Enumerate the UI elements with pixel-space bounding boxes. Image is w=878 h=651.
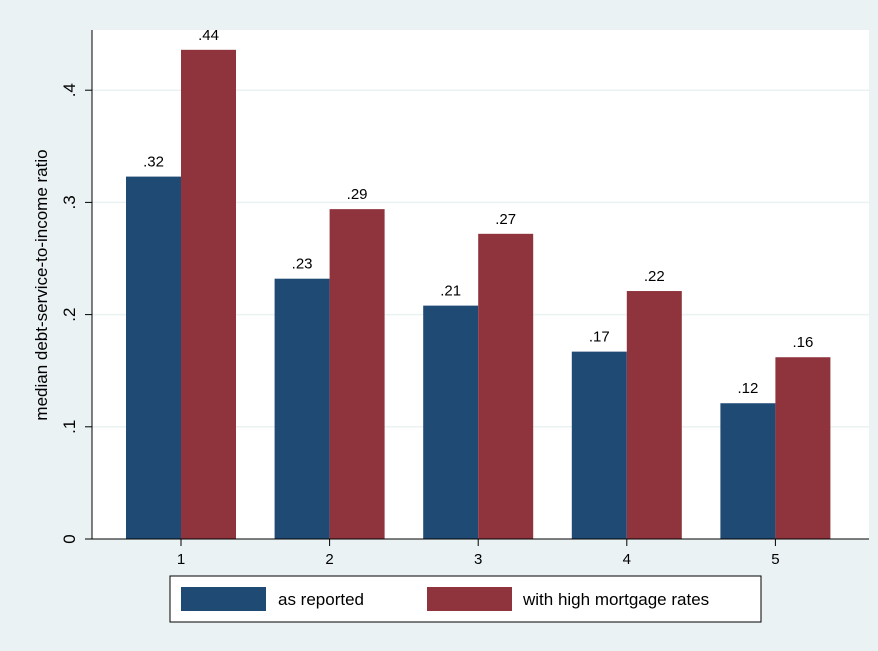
y-tick-label: .1 [60, 420, 79, 434]
x-tick-label: 5 [771, 551, 779, 568]
legend: as reported with high mortgage rates [169, 575, 762, 623]
x-tick-label: 2 [325, 551, 333, 568]
bar-high-mortgage-1 [181, 49, 236, 540]
y-tick-label: .2 [60, 308, 79, 322]
bar-value-label: .32 [143, 154, 164, 171]
bar-high-mortgage-4 [626, 291, 682, 539]
x-tick-label: 1 [177, 551, 185, 568]
bar-value-label: .27 [495, 211, 516, 228]
legend-label: as reported [278, 590, 364, 609]
legend-swatch [181, 587, 266, 611]
bar-value-label: .44 [198, 27, 219, 44]
bar-high-mortgage-3 [478, 233, 534, 540]
bar-value-label: .17 [589, 329, 610, 346]
bar-as-reported-4 [571, 351, 627, 539]
bar-value-label: .29 [347, 186, 368, 203]
bar-high-mortgage-2 [329, 209, 385, 539]
x-axis: 1 2 3 4 5 [92, 538, 869, 568]
bar-as-reported-5 [720, 403, 776, 539]
bar-value-label: .21 [440, 283, 461, 300]
y-axis-label: median debt-service-to-income ratio [32, 149, 51, 420]
bar-value-label: .12 [737, 380, 758, 397]
bar-high-mortgage-5 [775, 357, 831, 539]
bars [126, 49, 831, 540]
bar-value-label: .16 [792, 334, 813, 351]
y-tick-label: .4 [60, 83, 79, 97]
bar-as-reported-3 [423, 305, 479, 539]
bar-value-label: .23 [292, 256, 313, 273]
bar-labels: .32 .44 .23 .29 .21 .27 .17 .22 .12 .16 [143, 27, 813, 397]
bar-as-reported-1 [126, 176, 181, 539]
legend-label: with high mortgage rates [522, 590, 709, 609]
y-axis: 0 .1 .2 .3 .4 [60, 30, 93, 544]
x-tick-label: 3 [474, 551, 482, 568]
x-tick-label: 4 [623, 551, 631, 568]
legend-swatch [427, 587, 512, 611]
y-tick-label: 0 [60, 534, 79, 543]
bar-as-reported-2 [274, 278, 330, 539]
y-tick-label: .3 [60, 195, 79, 209]
bar-value-label: .22 [644, 268, 665, 285]
